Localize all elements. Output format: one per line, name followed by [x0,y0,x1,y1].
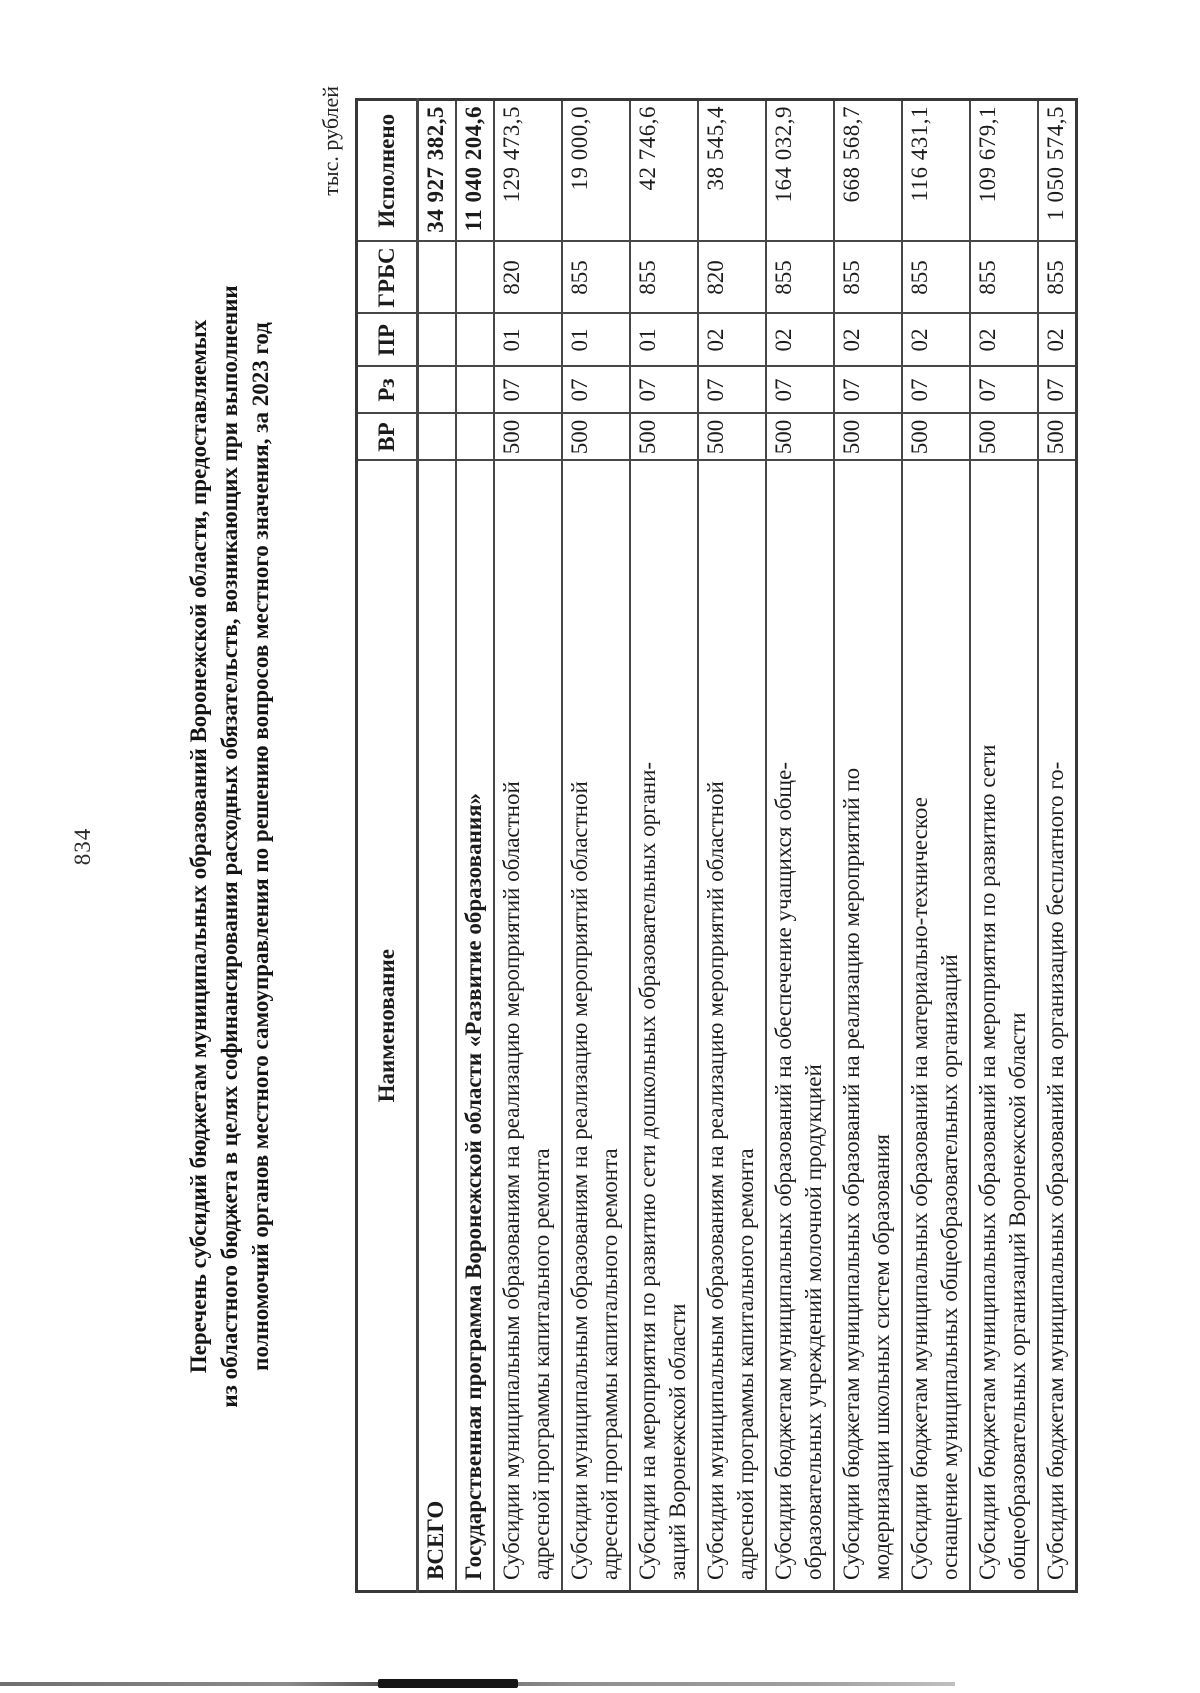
cell-pr [417,313,456,367]
cell-grbs: 855 [562,241,630,314]
column-header-vr: ВР [356,413,418,461]
cell-grbs: 820 [494,241,562,314]
cell-grbs [417,241,456,314]
table-body: ВСЕГО 34 927 382,5 Государственная програм… [417,99,1077,1592]
cell-name: Субсидии муниципальным образованиям на р… [562,460,630,1592]
cell-name: ВСЕГО [417,460,456,1592]
cell-name: Государственная программа Воронежской об… [456,460,494,1592]
column-header-grbs: ГРБС [356,241,418,314]
cell-executed: 1 050 574,5 [1038,99,1077,242]
table-row: Субсидии бюджетам муниципальных образова… [970,99,1038,1592]
cell-executed: 116 431,1 [902,99,970,242]
cell-pr: 02 [698,313,766,367]
cell-rz [417,366,456,414]
cell-pr: 02 [1038,313,1077,367]
cell-vr: 500 [766,413,834,461]
units-label: тыс. рублей [318,86,343,196]
cell-rz: 07 [494,366,562,414]
column-header-rz: Рз [356,366,418,414]
cell-name: Субсидии муниципальным образованиям на р… [494,460,562,1592]
cell-rz: 07 [970,366,1038,414]
cell-pr: 02 [970,313,1038,367]
cell-executed: 42 746,6 [630,99,698,242]
cell-vr: 500 [562,413,630,461]
cell-rz: 07 [1038,366,1077,414]
cell-rz: 07 [698,366,766,414]
cell-grbs: 855 [1038,241,1077,314]
page-number: 834 [70,827,95,866]
table-row: Субсидии муниципальным образованиям на р… [698,99,766,1592]
table-row: Субсидии бюджетам муниципальных образова… [834,99,902,1592]
cell-rz: 07 [834,366,902,414]
scan-artifact-blob [378,1679,518,1688]
table-header-row: Наименование ВР Рз ПР ГРБС Исполнено [356,99,418,1592]
title-line: из областного бюджета в целях софинансир… [217,285,242,1408]
cell-rz [456,366,494,414]
cell-executed: 11 040 204,6 [456,99,494,242]
cell-name: Субсидии бюджетам муниципальных образова… [766,460,834,1592]
cell-executed: 38 545,4 [698,99,766,242]
cell-vr: 500 [1038,413,1077,461]
cell-vr [417,413,456,461]
cell-rz: 07 [902,366,970,414]
cell-vr: 500 [698,413,766,461]
cell-grbs: 820 [698,241,766,314]
cell-pr [456,313,494,367]
cell-pr: 02 [902,313,970,367]
table-row: Субсидии на мероприятия по развитию сети… [630,99,698,1592]
column-header-name: Наименование [356,460,418,1592]
budget-subsidies-table: Наименование ВР Рз ПР ГРБС Исполнено ВСЕ… [355,98,1078,1593]
cell-name: Субсидии бюджетам муниципальных образова… [970,460,1038,1592]
cell-executed: 668 568,7 [834,99,902,242]
document-title: Перечень субсидий бюджетам муниципальных… [183,0,276,1693]
table-row: Субсидии бюджетам муниципальных образова… [902,99,970,1592]
cell-pr: 01 [630,313,698,367]
cell-executed: 164 032,9 [766,99,834,242]
cell-name: Субсидии на мероприятия по развитию сети… [630,460,698,1592]
cell-grbs: 855 [902,241,970,314]
table-row: Субсидии муниципальным образованиям на р… [494,99,562,1592]
cell-executed: 19 000,0 [562,99,630,242]
cell-vr: 500 [834,413,902,461]
table-row: Субсидии муниципальным образованиям на р… [562,99,630,1592]
cell-vr: 500 [494,413,562,461]
cell-executed: 129 473,5 [494,99,562,242]
cell-pr: 02 [766,313,834,367]
cell-executed: 109 679,1 [970,99,1038,242]
table-row: Государственная программа Воронежской об… [456,99,494,1592]
cell-rz: 07 [630,366,698,414]
title-line: Перечень субсидий бюджетам муниципальных… [186,319,211,1374]
cell-name: Субсидии бюджетам муниципальных образова… [902,460,970,1592]
cell-vr: 500 [902,413,970,461]
cell-executed: 34 927 382,5 [417,99,456,242]
cell-vr: 500 [630,413,698,461]
cell-rz: 07 [562,366,630,414]
cell-name: Субсидии бюджетам муниципальных образова… [834,460,902,1592]
cell-pr: 01 [494,313,562,367]
cell-vr: 500 [970,413,1038,461]
cell-pr: 02 [834,313,902,367]
cell-rz: 07 [766,366,834,414]
table-row: ВСЕГО 34 927 382,5 [417,99,456,1592]
column-header-executed: Исполнено [356,99,418,242]
cell-vr [456,413,494,461]
cell-grbs [456,241,494,314]
cell-grbs: 855 [766,241,834,314]
cell-grbs: 855 [630,241,698,314]
table-row: Субсидии бюджетам муниципальных образова… [1038,99,1077,1592]
column-header-pr: ПР [356,313,418,367]
cell-grbs: 855 [834,241,902,314]
cell-name: Субсидии бюджетам муниципальных образова… [1038,460,1077,1592]
table-row: Субсидии бюджетам муниципальных образова… [766,99,834,1592]
title-line: полномочий органов местного самоуправлен… [248,322,273,1371]
cell-pr: 01 [562,313,630,367]
cell-grbs: 855 [970,241,1038,314]
cell-name: Субсидии муниципальным образованиям на р… [698,460,766,1592]
